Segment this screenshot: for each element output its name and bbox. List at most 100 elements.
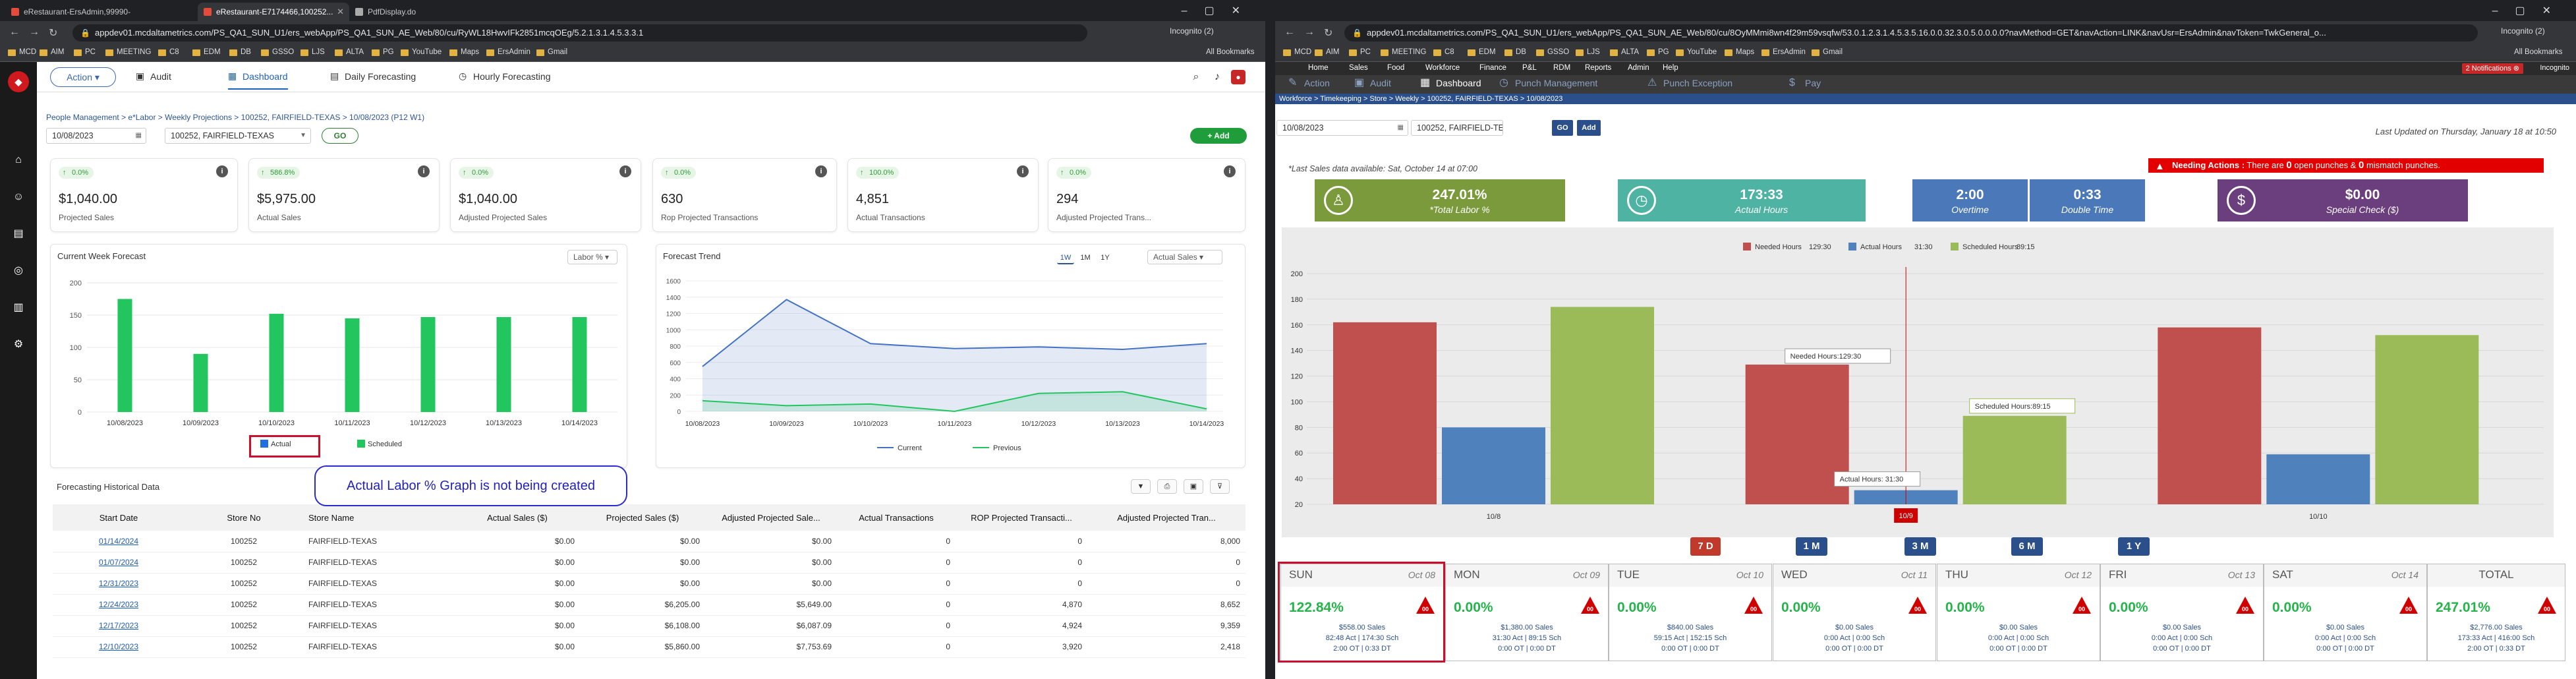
menu-item[interactable]: Help [1663,64,1678,72]
funnel-icon[interactable]: ⊽ [1210,479,1230,494]
bookmark-item[interactable]: GSSO [261,48,294,56]
start-date-link[interactable]: 01/14/2024 [98,536,139,546]
column-header[interactable]: Actual Sales ($) [455,504,580,531]
range-1m[interactable]: 1M [1080,254,1091,262]
menu-item[interactable]: Food [1387,64,1405,72]
menu-item[interactable]: Admin [1628,64,1649,72]
bookmark-item[interactable]: ErsAdmin [1761,48,1806,56]
bookmark-item[interactable]: PG [1647,48,1669,56]
day-summary-card[interactable]: FRI Oct 13 0.00% 00 $0.00 Sales 0:00 Act | 0:… [2100,564,2264,661]
incognito-label[interactable]: Incognito (2) [1170,26,1214,36]
column-header[interactable]: Store No [185,504,303,531]
url-input[interactable]: 🔒 appdev01.mcdaltametrics.com/PS_QA1_SUN_… [1344,24,2478,42]
bookmark-item[interactable]: PC [74,48,96,56]
menu-item[interactable]: Reports [1585,64,1612,72]
range-button-3m[interactable]: 3 M [1904,537,1936,556]
forward-icon[interactable]: → [1304,26,1315,38]
column-header[interactable]: Store Name [303,504,455,531]
home-icon[interactable]: ⌂ [15,154,22,165]
user-icon[interactable]: ● [1231,70,1245,84]
bookmark-item[interactable]: Maps [1725,48,1754,56]
day-summary-card[interactable]: MON Oct 09 0.00% 00 $1,380.00 Sales 31:30 Act… [1445,564,1609,661]
store-select[interactable]: 100252, FAIRFIELD-TEXAS [1411,120,1503,136]
info-icon[interactable]: i [1017,165,1029,177]
reload-icon[interactable]: ↻ [1324,28,1333,39]
date-picker[interactable]: 10/08/2023 ▦ [1276,120,1408,136]
range-1y[interactable]: 1Y [1101,254,1110,262]
info-icon[interactable]: i [418,165,430,177]
bookmark-item[interactable]: GSSO [1536,48,1569,56]
bookmark-item[interactable]: YouTube [1676,48,1717,56]
bookmark-item[interactable]: C8 [158,48,179,56]
warning-triangle-icon[interactable]: 00 [1744,596,1763,614]
bookmark-item[interactable]: Gmail [536,48,567,56]
add-button[interactable]: Add [1577,120,1601,136]
column-header[interactable]: Actual Transactions [837,504,956,531]
bookmark-item[interactable]: MCD [8,48,36,56]
warning-triangle-icon[interactable]: 00 [1416,596,1435,614]
bookmark-item[interactable]: EDM [1468,48,1496,56]
column-header[interactable]: ROP Projected Transacti... [956,504,1087,531]
day-summary-card[interactable]: SUN Oct 08 122.84% 00 $558.00 Sales 82:48 Act… [1280,564,1444,661]
info-icon[interactable]: i [619,165,631,177]
doc-icon[interactable]: ▥ [13,302,24,313]
range-button-1m[interactable]: 1 M [1796,537,1827,556]
menu-item[interactable]: Home [1308,64,1329,72]
bookmark-item[interactable]: AIM [1315,48,1339,56]
start-date-link[interactable]: 01/07/2024 [98,558,139,567]
bookmark-item[interactable]: ErsAdmin [486,48,530,56]
all-bookmarks[interactable]: All Bookmarks [1206,48,1255,56]
notifications-badge[interactable]: 2 Notifications ⊗ [2461,63,2523,74]
tab-audit[interactable]: ▣ Audit [136,71,171,82]
tab-daily-forecasting[interactable]: ▤ Daily Forecasting [330,71,416,82]
add-button[interactable]: + Add [1190,128,1247,144]
close-icon[interactable]: ✕ [337,7,344,16]
window-controls[interactable]: –▢✕ [1181,5,1257,16]
go-button[interactable]: GO [1552,120,1573,136]
range-1w[interactable]: 1W [1057,251,1074,264]
rtab-punch-exception[interactable]: ⚠ Punch Exception [1647,75,1732,94]
bookmark-item[interactable]: LJS [1576,48,1600,56]
info-icon[interactable]: i [815,165,827,177]
bookmark-item[interactable]: ALTA [1610,48,1639,56]
menu-item[interactable]: RDM [1553,64,1571,72]
bookmark-item[interactable]: MCD [1283,48,1311,56]
bookmark-item[interactable]: LJS [301,48,325,56]
warning-triangle-icon[interactable]: 00 [2235,596,2255,614]
bell-icon[interactable]: ♪ [1215,71,1220,82]
url-input[interactable]: 🔒 appdev01.mcdaltametrics.com/PS_QA1_SUN_… [72,24,1087,42]
bookmark-item[interactable]: MEETING [1381,48,1426,56]
filter-icon[interactable]: ▼ [1131,479,1151,494]
bookmark-item[interactable]: Gmail [1812,48,1843,56]
window-controls[interactable]: –▢✕ [2492,5,2568,16]
search-icon[interactable]: ⌕ [1193,71,1199,82]
export-icon[interactable]: ▣ [1184,479,1203,494]
bookmark-item[interactable]: AIM [40,48,64,56]
bookmark-item[interactable]: DB [1504,48,1526,56]
warning-triangle-icon[interactable]: 00 [2072,596,2092,614]
range-button-1y[interactable]: 1 Y [2118,537,2150,556]
column-header[interactable]: Start Date [53,504,185,531]
tab-dashboard[interactable]: ▦ Dashboard [228,71,288,90]
rtab-audit[interactable]: ▣ Audit [1354,75,1391,94]
start-date-link[interactable]: 12/24/2023 [98,600,139,609]
tab-hourly-forecasting[interactable]: ◷ Hourly Forecasting [459,71,551,82]
forward-icon[interactable]: → [29,26,40,38]
rtab-punch-management[interactable]: ◷ Punch Management [1499,75,1597,94]
info-icon[interactable]: i [1224,165,1236,177]
print-icon[interactable]: ⎙ [1157,479,1177,494]
reload-icon[interactable]: ↻ [49,28,58,39]
bookmark-item[interactable]: C8 [1433,48,1454,56]
bookmark-item[interactable]: DB [229,48,251,56]
day-summary-card[interactable]: THU Oct 12 0.00% 00 $0.00 Sales 0:00 Act | 0:… [1937,564,2100,661]
people-icon[interactable]: ☺ [13,191,24,202]
warning-triangle-icon[interactable]: 00 [1908,596,1928,614]
day-summary-card[interactable]: SAT Oct 14 0.00% 00 $0.00 Sales 0:00 Act | 0:… [2264,564,2427,661]
day-summary-card[interactable]: WED Oct 11 0.00% 00 $0.00 Sales 0:00 Act | 0:… [1773,564,1936,661]
date-picker[interactable]: 10/08/2023 ▦ [46,128,146,144]
column-header[interactable]: Adjusted Projected Tran... [1087,504,1245,531]
bookmark-item[interactable]: ALTA [335,48,364,56]
bookmark-item[interactable]: PG [372,48,394,56]
bookmark-item[interactable]: EDM [192,48,221,56]
back-icon[interactable]: ← [1284,26,1295,38]
